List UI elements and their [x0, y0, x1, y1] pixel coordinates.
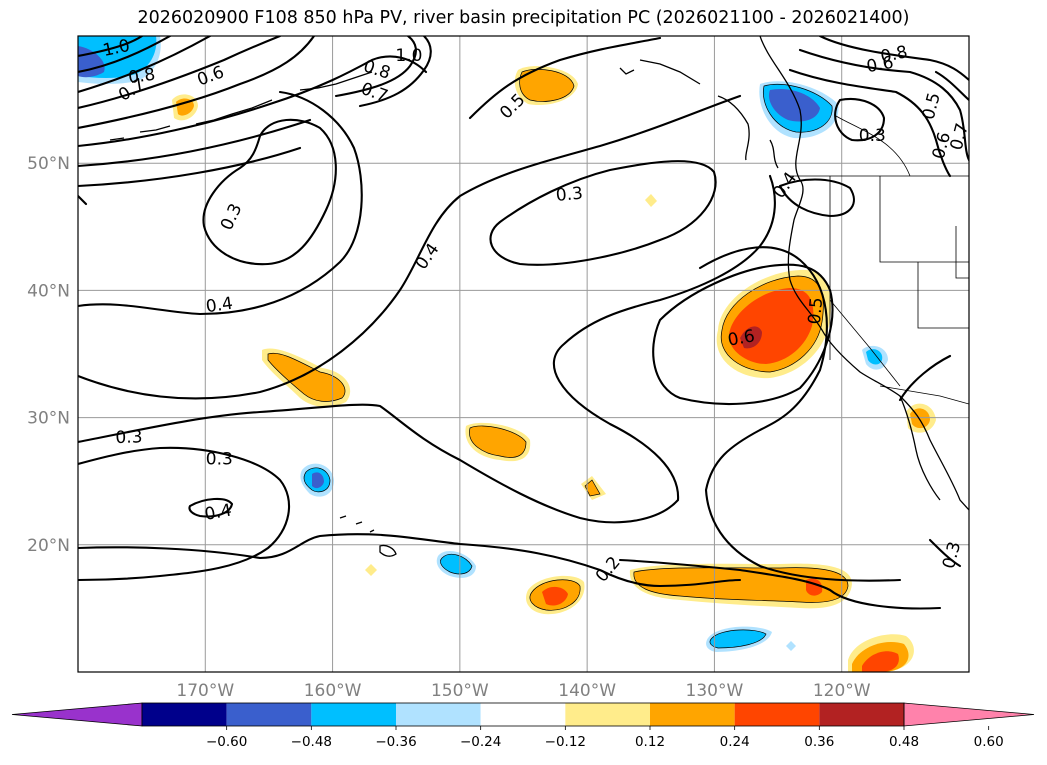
- contour-label: 0.2: [592, 553, 625, 587]
- y-tick-label: 50°N: [27, 154, 70, 174]
- contour-label: 0.3: [206, 449, 233, 469]
- contour-label-text: 0.7: [947, 121, 973, 152]
- contour-label-text: 0.3: [859, 126, 886, 146]
- colorbar-segment: [226, 703, 312, 726]
- y-tick-label: 20°N: [27, 536, 70, 556]
- colorbar-tick-label: −0.24: [460, 734, 501, 750]
- colorbar-segment: [650, 703, 735, 726]
- political-borders: [790, 115, 969, 405]
- colorbar-tick-label: 0.48: [889, 734, 919, 750]
- contour-label-text: 0.6: [726, 326, 756, 350]
- colorbar-segment: [311, 703, 396, 726]
- axis-tick-labels: 170°W 160°W 150°W 140°W 130°W 120°W 50°N 40°N 30…: [27, 154, 871, 701]
- colorbar-segment: [142, 703, 227, 726]
- contour-label: 0.4: [203, 501, 233, 525]
- contour-label: 0.7: [947, 121, 973, 152]
- contour-label: 0.8: [127, 65, 157, 89]
- contour-label-text: 0.4: [203, 501, 233, 525]
- contour-label: 0.3: [555, 184, 584, 206]
- colorbar-extend-high: [903, 702, 1035, 727]
- contour-label: 0.3: [939, 540, 965, 571]
- colorbar-extend-low: [11, 702, 143, 727]
- contour-label: 0.6: [726, 326, 756, 350]
- x-tick-label: 170°W: [176, 681, 234, 701]
- precip-outlines: [267, 69, 849, 649]
- contour-label: 0.6: [865, 53, 895, 77]
- contour-label: 0.4: [412, 240, 444, 274]
- chart-title: 2026020900 F108 850 hPa PV, river basin …: [137, 8, 910, 28]
- contour-label: 0.5: [919, 91, 945, 122]
- contour-label-text: 0.3: [206, 449, 233, 469]
- contour-label: 0.5: [805, 296, 827, 325]
- colorbar-tick-label: −0.48: [291, 734, 332, 750]
- colorbar-tick-label: −0.12: [545, 734, 586, 750]
- map-frame: [77, 35, 970, 673]
- contour-label-text: 0.5: [919, 91, 945, 122]
- contour-label-text: 0.3: [555, 184, 584, 206]
- colorbar-frame: [141, 702, 905, 727]
- colorbar-tick-label: −0.60: [206, 734, 247, 750]
- contour-label-text: 0.3: [939, 540, 965, 571]
- colorbar-segment: [480, 703, 566, 726]
- colorbar-segment: [819, 703, 904, 726]
- contour-label-text: 0.8: [127, 65, 157, 89]
- colorbar-tick-label: 0.36: [804, 734, 834, 750]
- x-tick-label: 140°W: [558, 681, 616, 701]
- contour-label-text: 0.4: [412, 240, 444, 274]
- contour-labels: 1.00.80.7 0.6 0.80.71.00.50.30.40.30.40.30…: [101, 36, 973, 587]
- colorbar-tick-label: 0.12: [635, 734, 665, 750]
- colorbar: −0.60 −0.48 −0.36 −0.24 −0.12 0.12 0.24 0.36 0.4…: [11, 702, 1035, 750]
- contour-label-text: 0.2: [592, 553, 625, 587]
- contour-label-text: 0.4: [205, 294, 235, 318]
- pv-contours: [78, 36, 969, 610]
- contour-label: 1.0: [395, 46, 422, 66]
- colorbar-tick-label: 0.24: [720, 734, 750, 750]
- x-tick-label: 120°W: [813, 681, 871, 701]
- contour-label: 0.6: [195, 62, 227, 90]
- contour-label-text: 0.6: [865, 53, 895, 77]
- colorbar-tick-label: −0.36: [375, 734, 416, 750]
- colorbar-tick-label: 0.60: [974, 734, 1004, 750]
- x-tick-label: 150°W: [431, 681, 489, 701]
- map-area: 1.00.80.7 0.6 0.80.71.00.50.30.40.30.40.30…: [78, 36, 973, 672]
- y-tick-label: 40°N: [27, 281, 70, 301]
- contour-label: 0.3: [115, 427, 143, 448]
- contour-label-text: 0.5: [805, 296, 827, 325]
- x-tick-label: 130°W: [686, 681, 744, 701]
- colorbar-segment: [565, 703, 650, 726]
- contour-label-text: 1.0: [395, 46, 422, 66]
- colorbar-segment: [734, 703, 820, 726]
- contour-label-text: 0.3: [115, 427, 143, 448]
- precip-shading: [78, 36, 936, 672]
- y-tick-label: 30°N: [27, 409, 70, 429]
- contour-label: 0.3: [217, 201, 247, 234]
- x-tick-label: 160°W: [304, 681, 362, 701]
- contour-label: 0.4: [205, 294, 235, 318]
- contour-label: 0.3: [859, 126, 886, 146]
- colorbar-segment: [396, 703, 481, 726]
